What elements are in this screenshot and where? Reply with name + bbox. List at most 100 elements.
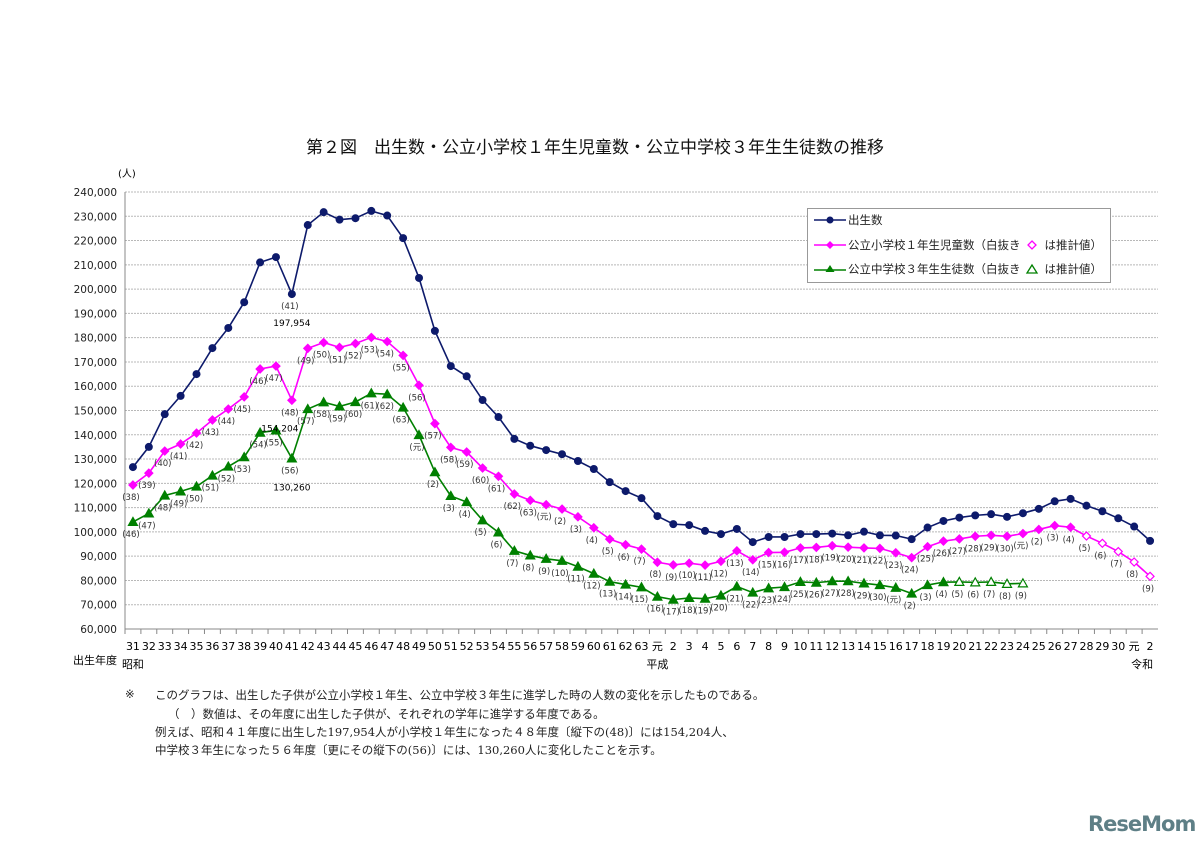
point-label: (60) (345, 410, 362, 420)
x-tick-label: 18 (921, 640, 935, 653)
data-point (461, 447, 472, 457)
point-label: (17) (663, 608, 680, 618)
data-point (828, 529, 837, 538)
data-point (1018, 509, 1027, 518)
point-label: (19) (694, 607, 711, 617)
data-point (192, 370, 201, 379)
data-point (811, 542, 822, 553)
x-tick-label: 52 (460, 640, 474, 653)
point-label: (20) (710, 603, 727, 613)
data-point (303, 221, 312, 230)
data-point (970, 531, 981, 542)
data-point (271, 253, 280, 262)
point-label: (2) (554, 517, 566, 527)
data-point (906, 552, 917, 563)
point-label: (17) (790, 556, 807, 566)
point-label: (63) (520, 508, 537, 518)
data-point (191, 428, 202, 438)
x-tick-label: 53 (476, 640, 490, 653)
data-point (287, 395, 297, 406)
point-label: (4) (459, 510, 471, 520)
chart-title: 第２図 出生数・公立小学校１年生児童数・公立中学校３年生生徒数の推移 (306, 138, 884, 158)
note-line-4: 中学校３年生になった５６年度〔更にその縦下の(56)〕には、130,260人に変… (155, 743, 662, 757)
data-point (461, 496, 473, 507)
data-point (588, 522, 599, 533)
data-point (987, 510, 996, 519)
point-label: (57) (297, 417, 314, 427)
x-tick-label: 20 (952, 640, 966, 653)
point-label: (26) (806, 591, 823, 601)
x-tick-label: 9 (781, 640, 788, 653)
point-label: (11) (567, 575, 584, 585)
data-point (701, 526, 710, 535)
data-point (462, 372, 471, 381)
x-tick-label: 16 (889, 640, 903, 653)
point-label: (56) (408, 393, 425, 403)
x-tick-label: 40 (269, 640, 283, 653)
data-point (747, 554, 758, 565)
point-label: (5) (951, 590, 963, 600)
point-label: (38) (122, 493, 139, 503)
y-tick-label: 100,000 (74, 527, 117, 539)
data-point (383, 211, 392, 220)
data-point (542, 446, 551, 455)
data-point (844, 531, 853, 540)
data-point (1002, 531, 1012, 542)
x-tick-label: 34 (174, 640, 188, 653)
x-tick-label: 56 (523, 640, 537, 653)
x-tick-label: 8 (765, 640, 772, 653)
data-point (859, 527, 868, 536)
point-label: (44) (218, 417, 235, 427)
data-point (128, 463, 137, 472)
x-tick-label: 3 (686, 640, 693, 653)
y-tick-label: 220,000 (74, 236, 117, 248)
data-point (176, 391, 185, 400)
data-point (446, 362, 455, 371)
x-tick-label: 29 (1095, 640, 1109, 653)
data-point (827, 540, 838, 551)
point-label: (22) (869, 556, 886, 566)
point-label: (43) (202, 428, 219, 438)
data-point (605, 478, 614, 487)
point-label: (61) (488, 484, 505, 494)
data-point (764, 532, 773, 541)
data-point (890, 582, 902, 592)
x-tick-label: 12 (825, 640, 839, 653)
point-label: (62) (376, 402, 393, 412)
point-label: (15) (758, 561, 775, 571)
point-label: (18) (806, 555, 823, 565)
data-point (620, 578, 632, 589)
point-label: (45) (233, 405, 250, 415)
x-tick-label: 4 (702, 640, 709, 653)
data-point (445, 442, 456, 453)
data-point (557, 504, 567, 514)
data-point (621, 487, 630, 496)
data-point (1097, 538, 1108, 549)
y-tick-label: 180,000 (74, 333, 117, 345)
data-point (239, 392, 250, 402)
point-label: (4) (586, 536, 598, 546)
point-label: (28) (965, 544, 982, 554)
data-point (812, 530, 821, 539)
point-label: (23) (758, 596, 775, 606)
point-label: (57) (424, 432, 441, 442)
data-point (651, 590, 663, 601)
legend-label: は推計値） (1044, 238, 1103, 252)
point-label: (62) (504, 502, 521, 512)
point-label: (48) (154, 503, 171, 513)
data-point (683, 592, 695, 603)
data-point (794, 576, 806, 587)
legend-label: 公立中学校３年生生徒数（白抜き (848, 262, 1021, 276)
x-tick-label: 28 (1079, 640, 1093, 653)
data-point (700, 560, 710, 570)
point-label: (3) (920, 593, 932, 603)
note-line-1: このグラフは、出生した子供が公立小学校１年生、公立中学校３年生に進学した時の人数… (155, 688, 765, 702)
point-label: (4) (935, 590, 947, 600)
data-point (223, 404, 234, 414)
x-tick-label: 41 (285, 640, 299, 653)
x-tick-label: 35 (190, 640, 204, 653)
data-point (985, 576, 997, 587)
x-tick-label: 6 (733, 640, 740, 653)
point-label: (元) (886, 596, 901, 606)
x-tick-label: 26 (1048, 640, 1062, 653)
